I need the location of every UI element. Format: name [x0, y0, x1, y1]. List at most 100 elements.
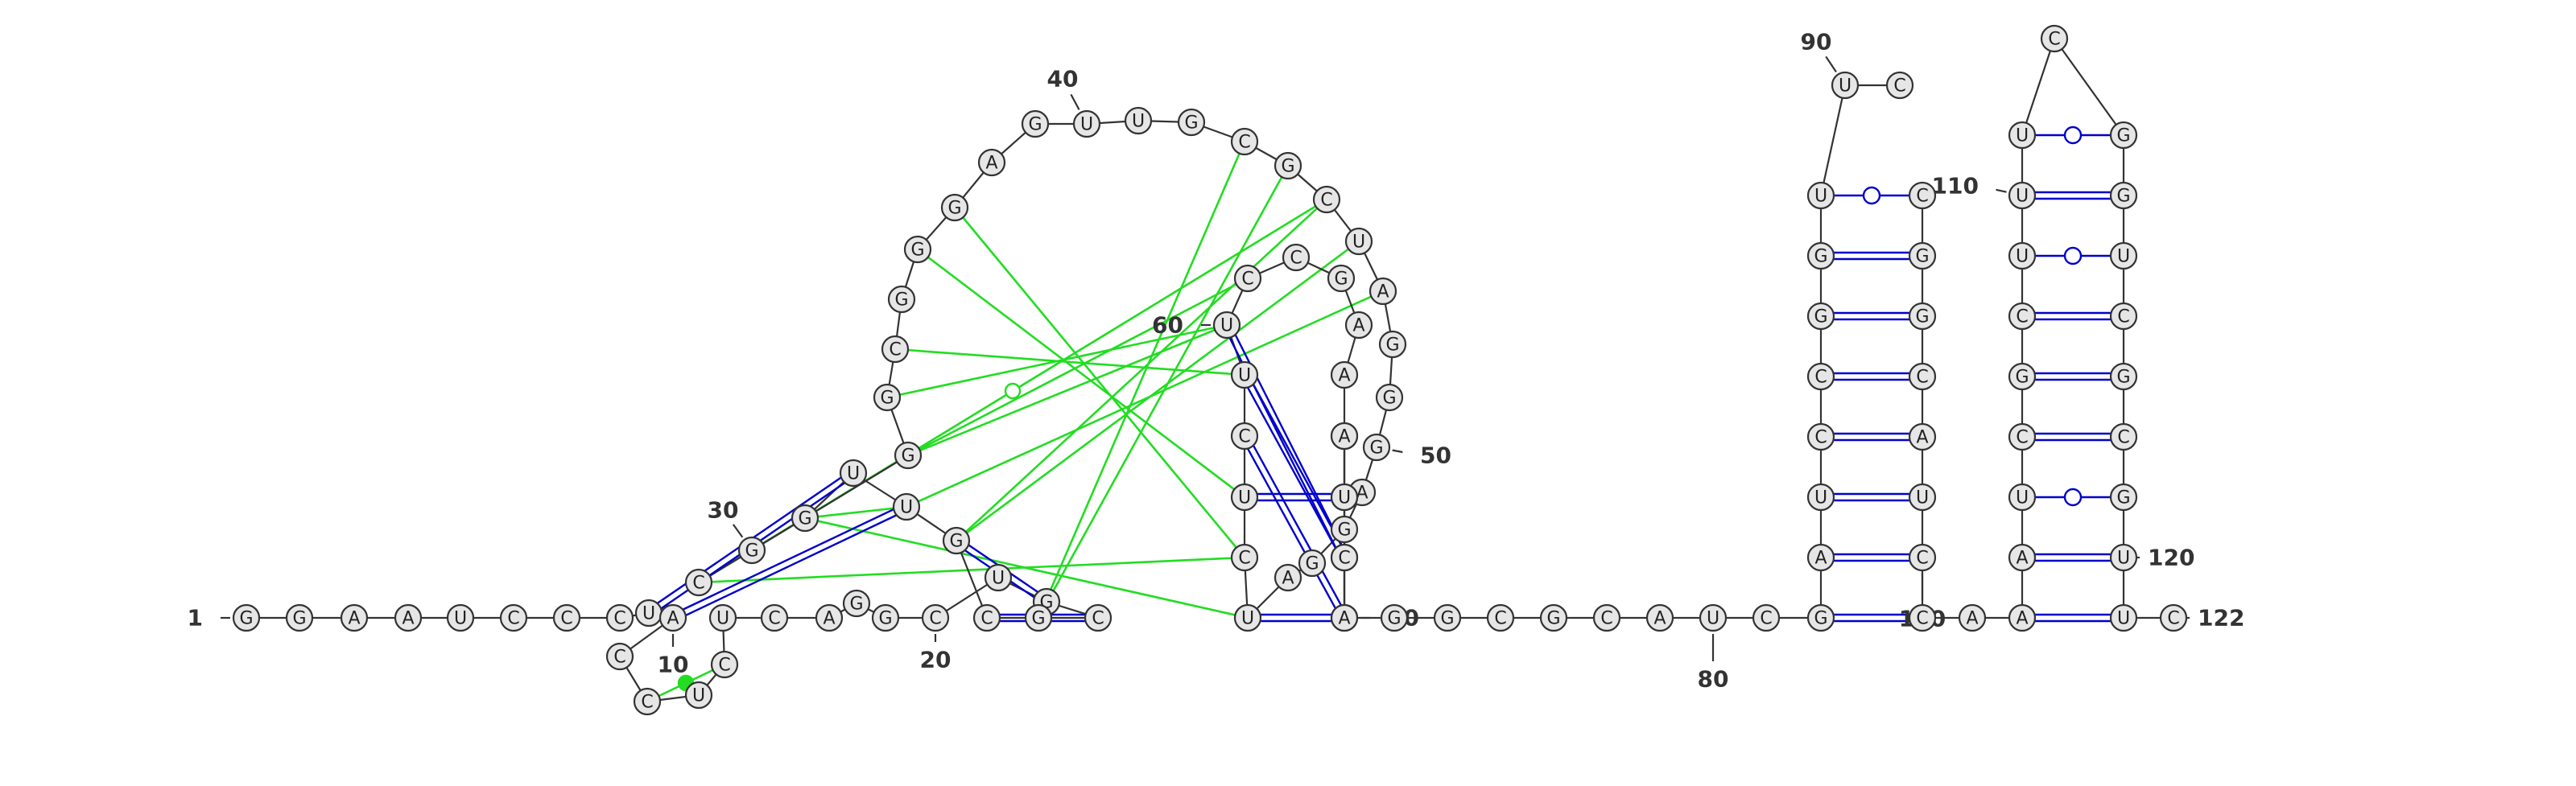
nucleotide-letter: C: [1916, 187, 1928, 207]
nucleotide-circle: [1592, 603, 1621, 632]
nucleotide: U: [1212, 311, 1241, 340]
nucleotide: G: [887, 285, 916, 314]
nucleotide-letter: G: [1281, 157, 1294, 177]
nucleotide-letter: G: [1385, 335, 1399, 356]
nucleotide-letter: U: [1814, 488, 1827, 508]
nucleotide: A: [658, 603, 687, 632]
nucleotide-letter: C: [1814, 428, 1827, 448]
nucleotide-letter: A: [1916, 428, 1928, 448]
nucleotide-letter: U: [2117, 609, 2130, 629]
nucleotide-letter: C: [1338, 549, 1350, 569]
nucleotide-circle: [1908, 302, 1937, 331]
nucleotide-circle: [1330, 515, 1359, 544]
nucleotide-circle: [1806, 302, 1835, 331]
nucleotide: U: [892, 492, 921, 521]
nucleotide-letter: G: [1028, 115, 1042, 135]
position-label: 1: [188, 605, 203, 632]
backbone-segment: [2021, 38, 2056, 136]
backbone-segment: [1819, 84, 1847, 196]
nucleotide-circle: [285, 603, 314, 632]
wc-pair-line: [1247, 448, 1336, 609]
position-label-layer: 1102030405060708090100110120122: [188, 29, 2245, 693]
position-label: 40: [1047, 66, 1079, 93]
tertiary-interaction-line: [894, 348, 1245, 377]
nucleotide-circle: [2159, 603, 2188, 632]
nucleotide-letter: C: [692, 574, 704, 594]
nucleotide: U: [446, 603, 475, 632]
nucleotide-circle: [1806, 422, 1835, 451]
nucleotide-letter: G: [2116, 126, 2130, 146]
tertiary-interaction-line: [907, 323, 1228, 457]
nucleotide: U: [1230, 360, 1259, 389]
nucleotide-letter: C: [1494, 609, 1506, 629]
wc-pair-line: [1253, 384, 1342, 545]
nucleotide-circle: [499, 603, 528, 632]
nucleotide-circle: [1330, 543, 1359, 572]
nucleotide-circle: [903, 235, 932, 264]
nucleotide-circle: [2109, 181, 2138, 210]
nucleotide-circle: [2109, 603, 2138, 632]
nucleotide: U: [2008, 241, 2037, 270]
nucleotide-circle: [1433, 603, 1462, 632]
nucleotide-letter: G: [2116, 368, 2130, 388]
nucleotide-letter: U: [1839, 76, 1852, 97]
wc-pair-line: [685, 514, 897, 616]
nucleotide-letter: C: [560, 609, 572, 629]
position-tick: [1070, 93, 1080, 110]
nucleotide: U: [1908, 483, 1937, 512]
nucleotide-letter: U: [1220, 316, 1233, 336]
nucleotide-letter: G: [894, 290, 908, 311]
nucleotide: G: [791, 504, 819, 533]
nucleotide-circle: [710, 650, 739, 679]
nucleotide: A: [1368, 277, 1397, 306]
nucleotide: C: [605, 642, 634, 671]
nucleotide: A: [1274, 563, 1302, 592]
nucleotide: G: [2109, 483, 2138, 512]
nucleotide-circle: [2040, 24, 2069, 53]
nucleotide-letter: U: [1707, 609, 1719, 629]
nucleotide-letter: C: [889, 340, 901, 360]
position-label: 10: [658, 652, 689, 678]
nucleotide: U: [1806, 483, 1835, 512]
nucleotide-circle: [977, 148, 1006, 177]
nucleotide-letter: G: [878, 609, 892, 629]
nucleotide-letter: A: [1338, 609, 1350, 629]
nucleotide-circle: [839, 459, 868, 488]
nucleotide-circle: [873, 383, 902, 412]
nucleotide-circle: [605, 603, 634, 632]
nucleotide: A: [815, 603, 844, 632]
nucleotide: U: [984, 563, 1013, 592]
nucleotide-circle: [2109, 543, 2138, 572]
nucleotide-circle: [892, 492, 921, 521]
nucleotide-circle: [1375, 383, 1404, 412]
nucleotide-circle: [1072, 109, 1101, 138]
nucleotide: U: [1072, 109, 1101, 138]
nucleotide: C: [1908, 603, 1937, 632]
nucleotide: A: [1330, 360, 1359, 389]
nucleotide-circle: [2109, 483, 2138, 512]
nucleotide: U: [2109, 543, 2138, 572]
nucleotide-circle: [1645, 603, 1674, 632]
nucleotide-circle: [2008, 121, 2037, 150]
nucleotide: A: [1958, 603, 1987, 632]
nucleotide: C: [499, 603, 528, 632]
nucleotide-circle: [1368, 277, 1397, 306]
nucleotide-circle: [2109, 362, 2138, 391]
nucleotide: C: [1282, 243, 1311, 272]
nucleotide-letter: A: [1338, 366, 1350, 386]
nucleotide-circle: [1806, 603, 1835, 632]
nucleotide-letter: C: [929, 609, 941, 629]
position-tick: [1392, 449, 1403, 454]
nucleotide-circle: [1378, 330, 1407, 359]
nucleotide-letter: G: [1337, 521, 1351, 541]
nucleotide-letter: C: [641, 693, 653, 713]
nucleotide-letter: C: [1092, 609, 1104, 629]
nucleotide: C: [2008, 302, 2037, 331]
nucleotide-letter: G: [947, 199, 961, 219]
nucleotide-circle: [1806, 483, 1835, 512]
nucleotide-circle: [887, 285, 916, 314]
nucleotide-letter: C: [2167, 609, 2179, 629]
nucleotide-letter: G: [1184, 113, 1198, 134]
nucleotide-circle: [1230, 360, 1259, 389]
nucleotide-letter: G: [910, 241, 924, 261]
